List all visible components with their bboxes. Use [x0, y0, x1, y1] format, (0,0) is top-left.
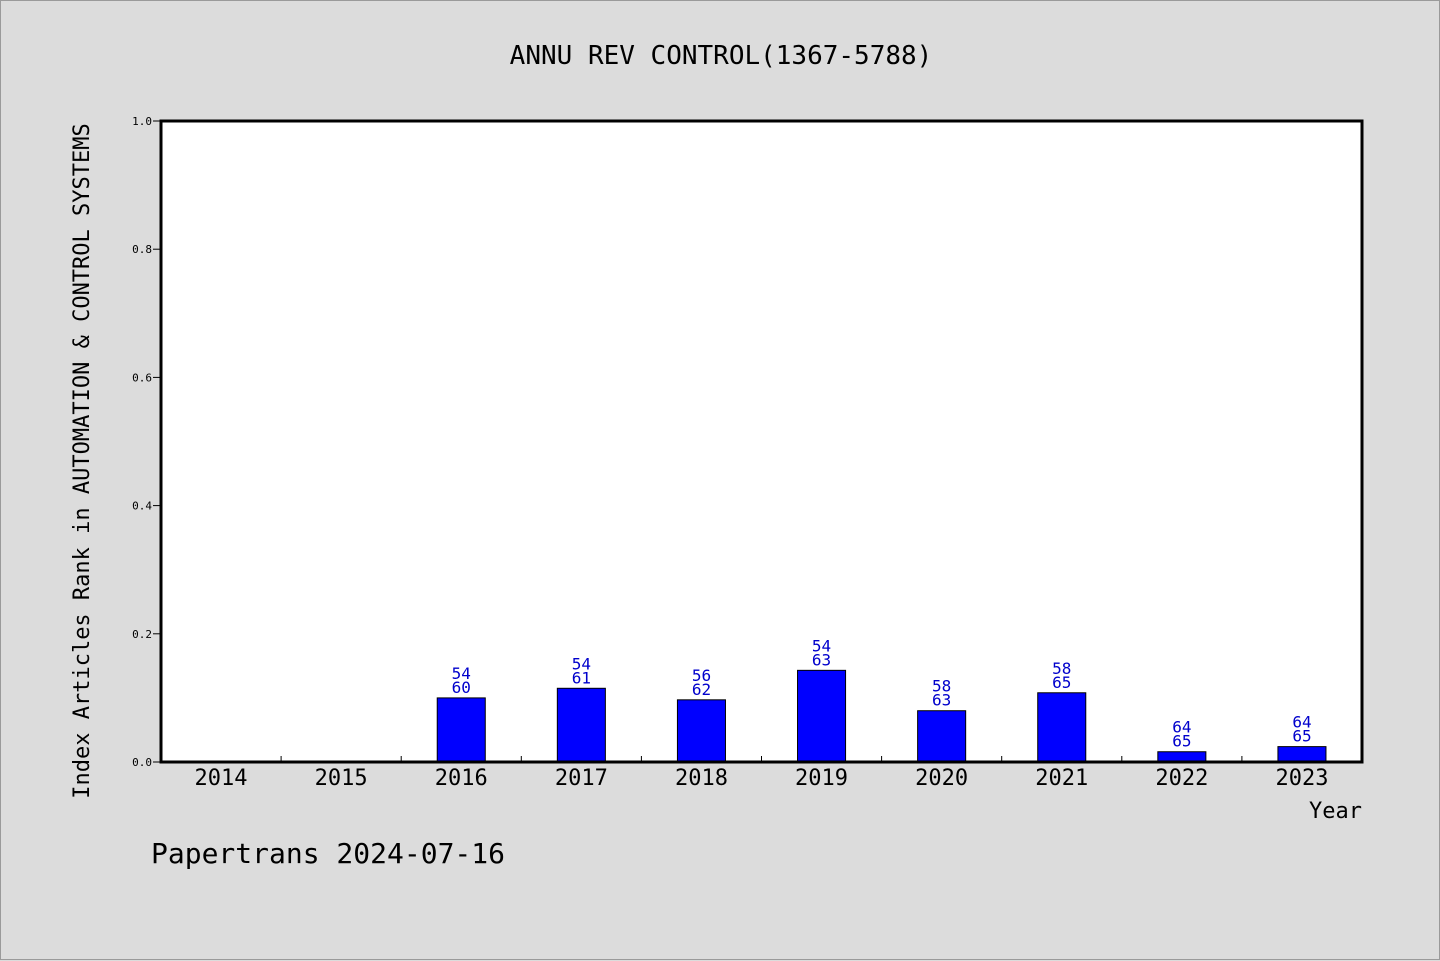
y-axis-label: Index Articles Rank in AUTOMATION & CONT…: [70, 123, 95, 799]
bar-label-top-2018: 56: [692, 666, 711, 685]
y-tick-label: 0.6: [132, 371, 152, 384]
y-tick-label: 0.8: [132, 243, 152, 256]
y-tick-label: 0.0: [132, 756, 152, 769]
bar-label-top-2021: 58: [1052, 659, 1071, 678]
bar-2022: [1157, 751, 1207, 763]
x-tick-label-2017: 2017: [555, 766, 608, 791]
x-tick-label-2016: 2016: [435, 766, 488, 791]
x-tick-label-2021: 2021: [1035, 766, 1088, 791]
bar-2016: [436, 697, 486, 763]
x-tick-label-2020: 2020: [915, 766, 968, 791]
bar-label-bottom-2020: 63: [932, 691, 951, 710]
y-tick-label: 1.0: [132, 115, 152, 128]
bar-label-bottom-2021: 65: [1052, 673, 1071, 692]
bar-label-bottom-2023: 65: [1292, 727, 1311, 746]
bar-label-top-2023: 64: [1292, 713, 1311, 732]
bar-label-bottom-2016: 60: [452, 678, 471, 697]
x-axis-label: Year: [1309, 799, 1362, 824]
y-tick-label: 0.4: [132, 500, 152, 513]
x-tick-label-2015: 2015: [315, 766, 368, 791]
x-tick-label-2018: 2018: [675, 766, 728, 791]
footer-credit: Papertrans 2024-07-16: [151, 837, 505, 870]
bar-2021: [1037, 692, 1087, 763]
bar-label-top-2022: 64: [1172, 718, 1191, 737]
bars-group: [436, 669, 1327, 763]
bar-label-bottom-2018: 62: [692, 680, 711, 699]
bar-label-bottom-2022: 65: [1172, 732, 1191, 751]
bar-label-bottom-2017: 61: [572, 668, 591, 687]
bar-2018: [676, 699, 726, 763]
x-tick-label-2022: 2022: [1155, 766, 1208, 791]
y-tick-label: 0.2: [132, 628, 152, 641]
chart-title: ANNU REV CONTROL(1367-5788): [510, 41, 933, 71]
x-tick-label-2019: 2019: [795, 766, 848, 791]
bar-2017: [556, 687, 606, 763]
bar-label-top-2016: 54: [452, 664, 471, 683]
bar-label-top-2017: 54: [572, 654, 591, 673]
plot-border: [159, 119, 1364, 764]
bar-label-bottom-2019: 63: [812, 650, 831, 669]
bar-2023: [1277, 746, 1327, 763]
bar-2019: [797, 669, 847, 763]
x-tick-label-2023: 2023: [1275, 766, 1328, 791]
bar-label-top-2020: 58: [932, 677, 951, 696]
x-tick-label-2014: 2014: [195, 766, 248, 791]
bar-2020: [917, 710, 967, 763]
plot-area: [161, 121, 1362, 762]
bar-label-top-2019: 54: [812, 636, 831, 655]
